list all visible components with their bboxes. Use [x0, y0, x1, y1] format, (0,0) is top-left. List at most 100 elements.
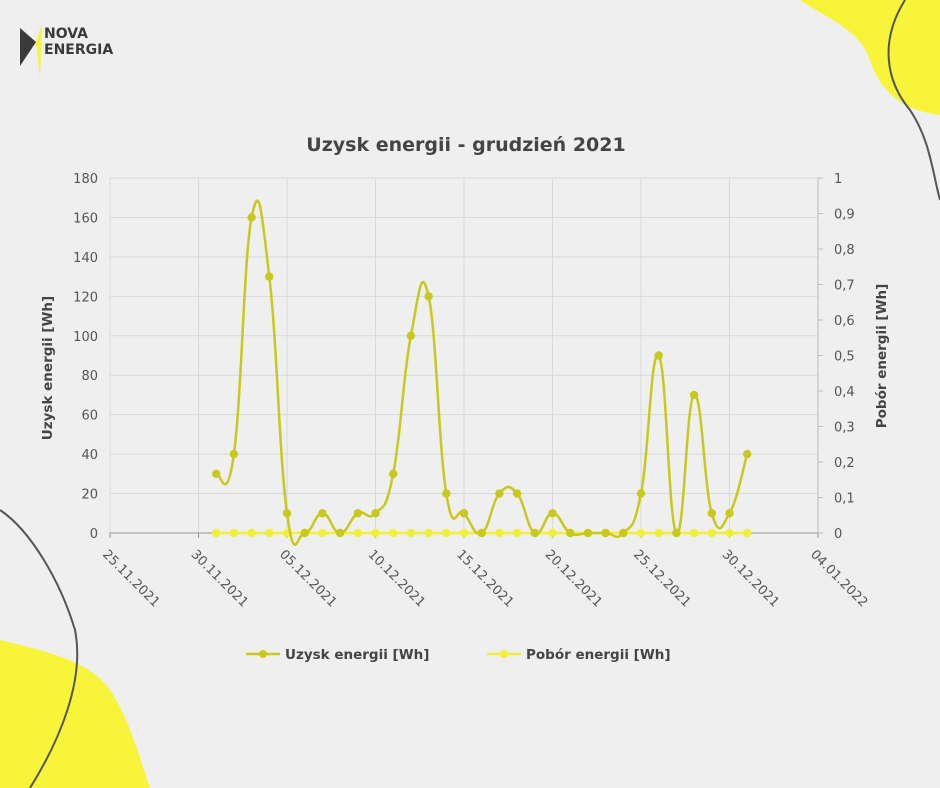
- y2-tick-label: 0,8: [834, 243, 855, 258]
- data-point: [689, 528, 699, 538]
- data-point: [265, 528, 274, 538]
- data-point: [229, 528, 239, 538]
- x-tick-label: 25.12.2021: [630, 547, 693, 610]
- data-point: [318, 509, 327, 518]
- data-point: [548, 528, 557, 538]
- y-tick-label: 40: [81, 448, 98, 463]
- series-uzysk: [212, 199, 752, 546]
- x-tick-label: 15.12.2021: [453, 547, 516, 610]
- y2-tick-label: 0,2: [834, 456, 855, 471]
- data-point: [212, 528, 221, 538]
- curve-line-top-right: [887, 0, 940, 201]
- y2-tick-label: 0,1: [834, 492, 855, 507]
- y-tick-label: 100: [73, 330, 98, 345]
- data-point: [424, 528, 433, 538]
- data-point: [442, 489, 451, 498]
- data-point: [318, 528, 327, 538]
- data-point: [495, 489, 504, 498]
- data-point: [743, 528, 752, 538]
- data-point: [707, 509, 716, 518]
- data-point: [707, 528, 716, 538]
- y2-tick-label: 0: [834, 527, 842, 542]
- legend-marker-uzysk: [259, 650, 267, 658]
- data-point: [353, 509, 362, 518]
- data-point: [389, 528, 398, 538]
- logo-mark-icon: [20, 24, 42, 78]
- y2-tick-label: 0,6: [834, 314, 855, 329]
- data-point: [389, 469, 398, 479]
- data-point: [512, 528, 522, 538]
- data-point: [725, 509, 734, 518]
- data-point: [229, 449, 239, 459]
- data-point: [512, 489, 522, 498]
- y2-tick-label: 0,7: [834, 279, 855, 294]
- data-point: [530, 528, 539, 538]
- data-point: [247, 213, 256, 222]
- y2-tick-label: 0,4: [834, 385, 855, 400]
- grid-lines: [109, 177, 819, 534]
- data-point: [548, 509, 557, 518]
- data-point: [459, 528, 469, 538]
- x-tick-label: 20.12.2021: [542, 547, 605, 610]
- legend: Uzysk energii [Wh] Pobór energii [Wh]: [246, 647, 671, 663]
- axes: 0 20 40 60 80 100 120 140 160 180 0 0,1 0,2 0,3 0,4 0,5…: [73, 172, 870, 610]
- legend-label-uzysk: Uzysk energii [Wh]: [285, 647, 429, 663]
- data-point: [371, 528, 380, 538]
- y-tick-label: 80: [81, 369, 98, 384]
- y-tick-label: 160: [73, 211, 98, 226]
- data-point: [636, 489, 646, 498]
- data-point: [406, 528, 416, 538]
- curve-line-bottom-left: [0, 509, 79, 788]
- x-tick-label: 25.11.2021: [99, 547, 162, 610]
- legend-label-pobor: Pobór energii [Wh]: [526, 647, 671, 663]
- series-layer: [212, 199, 752, 546]
- x-tick-label: 30.12.2021: [719, 547, 782, 610]
- data-point: [212, 469, 221, 479]
- y2-tick-label: 0,9: [834, 208, 855, 223]
- logo-text-line2: ENERGIA: [44, 42, 114, 58]
- data-point: [424, 292, 433, 301]
- data-point: [654, 351, 663, 360]
- y-tick-label: 180: [73, 172, 98, 187]
- y-tick-label: 120: [73, 290, 98, 305]
- yellow-blob-bottom-left: [0, 640, 150, 788]
- y2-tick-label: 1: [834, 172, 842, 187]
- data-point: [725, 528, 734, 538]
- data-point: [654, 528, 663, 538]
- data-point: [477, 528, 486, 538]
- legend-marker-pobor: [500, 650, 508, 658]
- logo-text-line1: NOVA: [44, 26, 88, 42]
- yellow-blob-top-right: [800, 0, 940, 115]
- x-tick-label: 10.12.2021: [365, 547, 428, 610]
- y-axis-title: Uzysk energii [Wh]: [40, 296, 56, 440]
- data-point: [743, 449, 752, 459]
- data-point: [371, 509, 380, 518]
- y-tick-label: 60: [81, 409, 98, 424]
- data-point: [247, 528, 256, 538]
- data-point: [442, 528, 451, 538]
- data-point: [636, 528, 646, 538]
- data-point: [335, 528, 345, 538]
- chart-title: Uzysk energii - grudzień 2021: [306, 134, 625, 156]
- y2-tick-label: 0,3: [834, 421, 855, 436]
- y-tick-label: 0: [90, 527, 98, 542]
- data-point: [495, 528, 504, 538]
- y-tick-label: 140: [73, 251, 98, 266]
- x-tick-label: 04.01.2022: [807, 547, 870, 610]
- x-tick-label: 30.11.2021: [188, 547, 251, 610]
- data-point: [300, 528, 309, 538]
- data-point: [583, 528, 593, 538]
- x-tick-label: 05.12.2021: [276, 547, 339, 610]
- data-point: [353, 528, 362, 538]
- y2-tick-label: 0,5: [834, 350, 855, 365]
- nova-energia-logo: NOVA ENERGIA: [16, 20, 126, 80]
- y-tick-label: 20: [81, 488, 98, 503]
- data-point: [619, 528, 628, 538]
- data-point: [265, 272, 274, 281]
- data-point: [282, 509, 292, 518]
- y2-axis-title: Pobór energii [Wh]: [874, 284, 890, 429]
- data-point: [566, 528, 575, 538]
- data-point: [406, 331, 416, 340]
